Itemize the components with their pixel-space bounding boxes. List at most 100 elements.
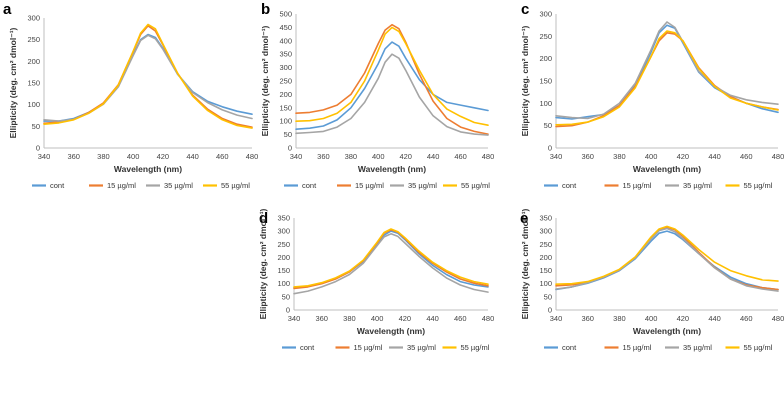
y-tick-label: 300	[539, 10, 552, 19]
legend-label: 15 µg/ml	[354, 343, 383, 352]
x-axis-title: Wavelength (nm)	[358, 164, 426, 174]
y-axis-title: Ellipticity (deg. cm² dmol⁻¹)	[520, 25, 530, 136]
series-line-1	[555, 31, 779, 128]
panel-letter: d	[259, 210, 268, 227]
series-line-1	[295, 23, 489, 135]
y-tick-label: 50	[544, 292, 552, 301]
legend-label: 35 µg/ml	[683, 343, 712, 352]
x-tick-label: 420	[677, 152, 690, 161]
y-tick-label: 150	[277, 266, 290, 275]
legend-label: 15 µg/ml	[107, 181, 136, 190]
y-tick-label: 150	[27, 79, 40, 88]
legend-label: 55 µg/ml	[221, 181, 250, 190]
legend-label: 15 µg/ml	[355, 181, 384, 190]
x-tick-label: 360	[581, 152, 594, 161]
x-tick-label: 400	[645, 152, 658, 161]
series-line-2	[43, 34, 253, 122]
legend-label: 15 µg/ml	[623, 343, 652, 352]
legend-label: 55 µg/ml	[744, 343, 773, 352]
x-tick-label: 380	[345, 152, 358, 161]
x-tick-label: 460	[454, 152, 467, 161]
x-tick-label: 340	[290, 152, 303, 161]
y-tick-label: 300	[277, 227, 290, 236]
legend-label: cont	[302, 181, 317, 190]
x-tick-label: 340	[288, 314, 301, 323]
x-tick-label: 360	[581, 314, 594, 323]
y-tick-label: 250	[277, 240, 290, 249]
x-tick-label: 340	[38, 152, 51, 161]
chart-panel-b: b 0 50 100 150 200 250 300 350 400 450 500 340 360 380…	[260, 1, 494, 190]
y-tick-label: 100	[539, 279, 552, 288]
y-tick-label: 200	[27, 57, 40, 66]
series-line-2	[295, 53, 489, 136]
x-tick-label: 440	[708, 314, 721, 323]
y-tick-label: 50	[282, 292, 290, 301]
x-tick-label: 460	[740, 152, 753, 161]
x-tick-label: 360	[315, 314, 328, 323]
panel-letter: e	[520, 210, 528, 227]
y-tick-label: 100	[277, 279, 290, 288]
chart-panel-c: c 0 50 100 150 200 250 300 340 360 380 400 420 440 460…	[520, 1, 784, 190]
x-tick-label: 480	[482, 152, 495, 161]
y-tick-label: 50	[284, 130, 292, 139]
y-tick-label: 250	[539, 32, 552, 41]
series-line-1	[555, 226, 779, 291]
y-tick-label: 0	[288, 144, 292, 153]
x-tick-label: 380	[97, 152, 110, 161]
y-tick-label: 200	[279, 90, 292, 99]
y-tick-label: 250	[27, 35, 40, 44]
x-tick-label: 360	[67, 152, 80, 161]
legend-label: cont	[300, 343, 315, 352]
y-tick-label: 50	[544, 121, 552, 130]
x-tick-label: 440	[426, 314, 439, 323]
x-tick-label: 480	[772, 314, 784, 323]
x-tick-label: 400	[645, 314, 658, 323]
x-tick-label: 340	[550, 152, 563, 161]
series-line-0	[293, 230, 489, 289]
y-axis-title: Ellipticity (deg. cm² dmol⁻¹)	[8, 27, 18, 138]
series-line-3	[293, 228, 489, 288]
series-line-3	[555, 30, 779, 126]
y-tick-label: 100	[539, 99, 552, 108]
y-tick-label: 200	[277, 253, 290, 262]
series-line-3	[295, 26, 489, 126]
x-tick-label: 440	[708, 152, 721, 161]
x-tick-label: 480	[482, 314, 495, 323]
x-tick-label: 380	[613, 152, 626, 161]
x-tick-label: 460	[216, 152, 229, 161]
x-axis-title: Wavelength (nm)	[357, 326, 425, 336]
x-tick-label: 440	[427, 152, 440, 161]
y-tick-label: 350	[279, 50, 292, 59]
legend-label: cont	[562, 181, 577, 190]
panel-letter: a	[3, 1, 12, 18]
x-tick-label: 460	[454, 314, 467, 323]
legend-label: 55 µg/ml	[461, 181, 490, 190]
legend-label: 35 µg/ml	[683, 181, 712, 190]
y-axis-title: Ellipticity (deg. cm² dmol⁻¹)	[258, 208, 268, 319]
y-tick-label: 250	[539, 240, 552, 249]
y-tick-label: 250	[279, 77, 292, 86]
y-tick-label: 300	[279, 63, 292, 72]
series-line-2	[293, 233, 489, 295]
y-tick-label: 400	[279, 36, 292, 45]
x-tick-label: 420	[677, 314, 690, 323]
x-tick-label: 480	[772, 152, 784, 161]
y-tick-label: 150	[279, 103, 292, 112]
series-line-1	[293, 229, 489, 290]
x-tick-label: 480	[246, 152, 259, 161]
x-tick-label: 340	[550, 314, 563, 323]
panel-letter: b	[261, 1, 270, 18]
x-axis-title: Wavelength (nm)	[633, 326, 701, 336]
y-tick-label: 150	[539, 266, 552, 275]
y-axis-title: Ellipticity (deg. cm² dmol⁻¹)	[260, 25, 270, 136]
x-tick-label: 420	[399, 152, 412, 161]
x-axis-title: Wavelength (nm)	[114, 164, 182, 174]
series-line-2	[555, 21, 779, 120]
y-tick-label: 0	[36, 144, 40, 153]
x-tick-label: 420	[399, 314, 412, 323]
panel-letter: c	[521, 1, 529, 18]
y-tick-label: 0	[548, 144, 552, 153]
legend-label: 55 µg/ml	[744, 181, 773, 190]
series-line-0	[555, 24, 779, 120]
x-tick-label: 460	[740, 314, 753, 323]
